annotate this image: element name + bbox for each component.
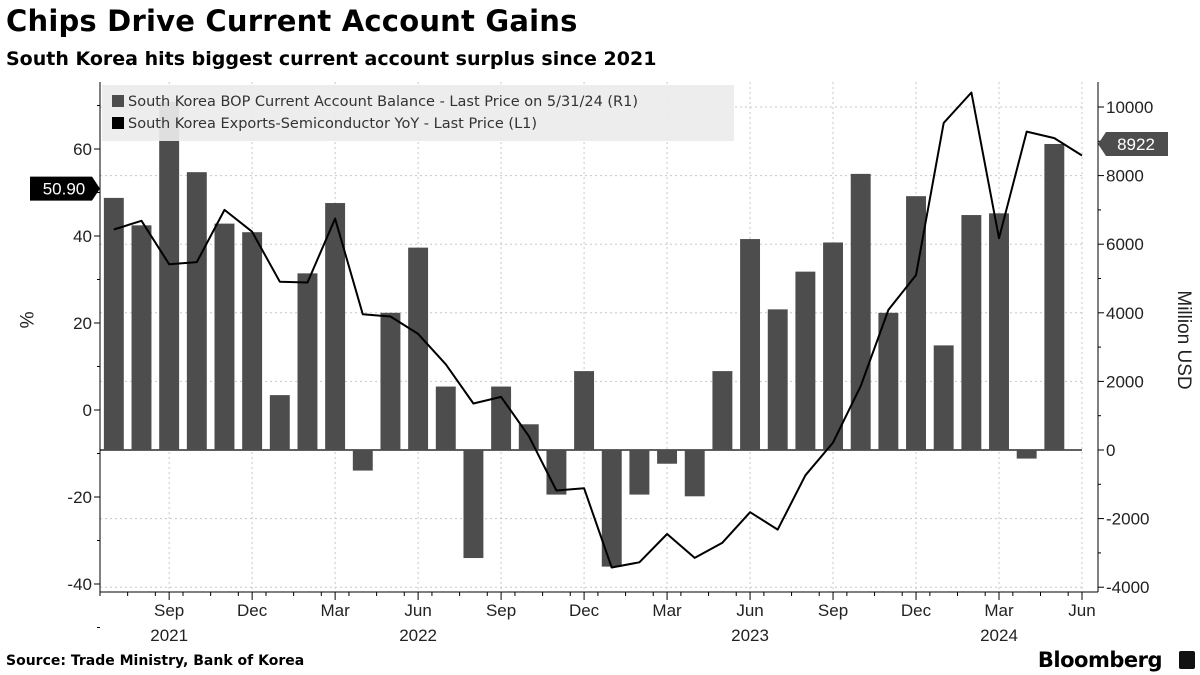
bar — [878, 312, 899, 450]
x-tick-label: Dec — [901, 601, 932, 620]
bar — [629, 450, 650, 495]
right-tick-label: 4000 — [1106, 304, 1144, 323]
x-tick-label: Jun — [404, 601, 431, 620]
legend-swatch-line — [112, 117, 124, 129]
line-series-semiconductor-exports — [113, 91, 1083, 569]
left-tick-label: 40 — [73, 227, 92, 246]
x-tick-label: Sep — [154, 601, 184, 620]
bloomberg-logo: Bloomberg — [1037, 648, 1163, 672]
x-year-label: 2023 — [731, 626, 769, 645]
legend-label-line: South Korea Exports-Semiconductor YoY - … — [128, 116, 537, 132]
x-tick-label: Mar — [984, 601, 1014, 620]
bar — [325, 203, 346, 450]
right-tick-label: -2000 — [1106, 510, 1149, 529]
bar — [546, 450, 567, 495]
x-tick-label: Jun — [736, 601, 763, 620]
right-tick-label: -4000 — [1106, 578, 1149, 597]
right-tick-label: 0 — [1106, 441, 1115, 460]
left-tick-label: 20 — [73, 314, 92, 333]
x-tick-label: Mar — [320, 601, 350, 620]
left-last-value-label: 50.90 — [43, 180, 86, 199]
x-tick-label: Mar — [652, 601, 682, 620]
bar — [574, 371, 595, 450]
right-tick-label: 2000 — [1106, 372, 1144, 391]
left-tick-label: -20 — [67, 488, 92, 507]
left-tick-label: 0 — [83, 401, 92, 420]
right-tick-label: 6000 — [1106, 235, 1144, 254]
bar — [601, 450, 622, 567]
right-axis-title: Million USD — [1173, 290, 1194, 389]
x-tick-label: Jun — [1068, 601, 1095, 620]
bloomberg-terminal-icon — [1179, 651, 1195, 669]
bar — [1016, 450, 1037, 459]
bar — [795, 271, 816, 450]
bar — [380, 312, 401, 450]
bar — [657, 450, 678, 464]
x-tick-label: Dec — [237, 601, 268, 620]
bar — [214, 223, 235, 450]
bar — [463, 450, 484, 559]
bar — [712, 371, 733, 450]
bar — [1044, 143, 1065, 450]
bar — [684, 450, 705, 497]
bar — [961, 215, 982, 450]
left-tick-label: -40 — [67, 575, 92, 594]
legend-swatch-bar — [112, 95, 124, 107]
left-tick-label: 60 — [73, 140, 92, 159]
bar — [186, 172, 207, 451]
bar — [823, 242, 844, 450]
source-note: Source: Trade Ministry, Bank of Korea — [6, 653, 305, 669]
bar — [297, 273, 318, 450]
bar — [906, 196, 926, 450]
x-tick-label: Dec — [569, 601, 600, 620]
bar — [131, 225, 152, 450]
right-tick-label: 10000 — [1106, 98, 1153, 117]
chart-title: Chips Drive Current Account Gains — [6, 4, 578, 38]
x-year-label: 2021 — [150, 626, 188, 645]
chart-subtitle: South Korea hits biggest current account… — [6, 48, 657, 70]
right-last-value-label: 8922 — [1117, 135, 1155, 154]
right-tick-label: 8000 — [1106, 167, 1144, 186]
x-tick-label: Sep — [486, 601, 516, 620]
legend-label-bar: South Korea BOP Current Account Balance … — [128, 94, 638, 110]
x-tick-label: Sep — [818, 601, 848, 620]
bar — [767, 309, 788, 450]
legend-box — [102, 85, 734, 141]
left-axis-title: % — [15, 312, 36, 329]
bar — [933, 345, 954, 450]
bar — [850, 173, 871, 450]
x-year-label: 2022 — [399, 626, 437, 645]
bar — [740, 239, 761, 450]
bar — [103, 197, 124, 450]
bar — [435, 386, 456, 450]
x-year-label: 2024 — [980, 626, 1018, 645]
left-last-value-tag — [30, 176, 100, 201]
bar — [242, 232, 263, 450]
bar — [408, 247, 429, 450]
bar — [269, 395, 290, 450]
right-last-value-tag — [1098, 131, 1168, 156]
bar — [159, 101, 180, 450]
bar — [989, 213, 1009, 450]
bar — [352, 450, 373, 471]
